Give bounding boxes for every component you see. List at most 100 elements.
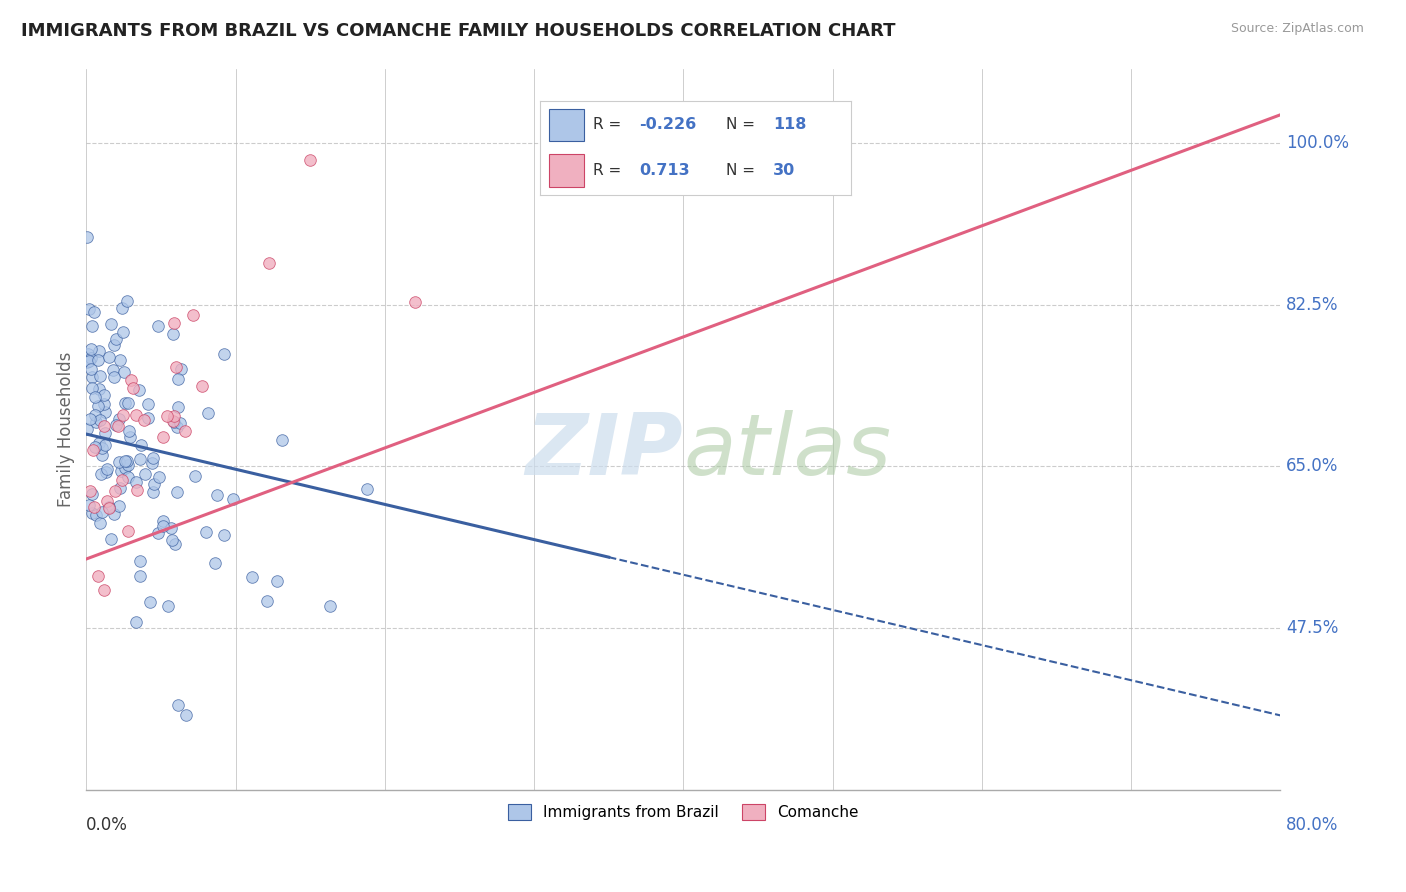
Point	[108, 412, 131, 426]
Point	[162, 414, 184, 428]
Text: 80.0%: 80.0%	[1286, 815, 1339, 834]
Point	[125, 408, 148, 422]
Point	[79, 362, 101, 376]
Text: atlas: atlas	[683, 409, 891, 492]
Point	[160, 533, 183, 547]
Point	[107, 418, 129, 433]
Point	[94, 425, 117, 440]
Point	[112, 325, 135, 339]
Point	[169, 417, 191, 431]
Point	[152, 514, 174, 528]
Text: ZIP: ZIP	[526, 409, 683, 492]
Point	[89, 369, 111, 384]
Point	[166, 372, 188, 386]
Point	[111, 301, 134, 316]
Point	[205, 488, 228, 502]
Point	[118, 430, 141, 444]
Point	[163, 409, 186, 423]
Point	[111, 473, 134, 487]
Point	[159, 520, 181, 534]
Point	[298, 153, 321, 167]
Point	[112, 366, 135, 380]
Point	[103, 337, 125, 351]
Point	[93, 419, 115, 434]
Point	[87, 352, 110, 367]
Text: 65.0%: 65.0%	[1286, 458, 1339, 475]
Point	[404, 294, 426, 309]
Point	[91, 441, 114, 455]
Point	[93, 387, 115, 401]
Point	[114, 461, 136, 475]
Point	[190, 379, 212, 393]
Point	[166, 484, 188, 499]
Point	[117, 524, 139, 539]
Point	[77, 302, 100, 317]
Point	[103, 484, 125, 499]
Point	[146, 318, 169, 333]
Point	[167, 401, 190, 415]
Point	[141, 485, 163, 500]
Point	[77, 347, 100, 361]
Point	[87, 435, 110, 450]
Point	[79, 343, 101, 357]
Text: 82.5%: 82.5%	[1286, 295, 1339, 313]
Point	[117, 469, 139, 483]
Point	[152, 430, 174, 444]
Point	[117, 395, 139, 409]
Point	[83, 500, 105, 514]
Point	[94, 465, 117, 479]
Point	[356, 482, 378, 496]
Point	[89, 413, 111, 427]
Point	[128, 554, 150, 568]
Point	[98, 350, 121, 364]
Point	[90, 448, 112, 462]
Point	[166, 420, 188, 434]
Point	[90, 504, 112, 518]
Point	[96, 494, 118, 508]
Point	[82, 487, 104, 501]
Point	[163, 317, 186, 331]
Point	[80, 351, 103, 365]
Point	[77, 354, 100, 368]
Point	[80, 381, 103, 395]
Point	[108, 352, 131, 367]
Point	[148, 469, 170, 483]
Point	[204, 556, 226, 570]
Point	[89, 516, 111, 530]
Point	[115, 293, 138, 308]
Point	[194, 524, 217, 539]
Point	[84, 508, 107, 523]
Point	[114, 396, 136, 410]
Point	[108, 455, 131, 469]
Point	[101, 363, 124, 377]
Text: IMMIGRANTS FROM BRAZIL VS COMANCHE FAMILY HOUSEHOLDS CORRELATION CHART: IMMIGRANTS FROM BRAZIL VS COMANCHE FAMIL…	[21, 22, 896, 40]
Point	[84, 441, 107, 455]
Point	[125, 483, 148, 497]
Point	[129, 438, 152, 452]
Point	[104, 332, 127, 346]
Point	[139, 595, 162, 609]
Point	[266, 574, 288, 589]
Point	[94, 438, 117, 452]
Point	[129, 452, 152, 467]
Point	[84, 390, 107, 404]
Point	[117, 454, 139, 468]
Point	[100, 317, 122, 331]
Point	[82, 442, 104, 457]
Point	[141, 456, 163, 470]
Point	[117, 425, 139, 439]
Point	[146, 525, 169, 540]
Point	[125, 475, 148, 489]
Point	[80, 506, 103, 520]
Point	[120, 373, 142, 387]
Point	[134, 467, 156, 481]
Point	[76, 422, 98, 436]
Y-axis label: Family Households: Family Households	[58, 351, 75, 508]
Point	[240, 570, 263, 584]
Point	[184, 469, 207, 483]
Point	[214, 347, 236, 361]
Point	[152, 519, 174, 533]
Point	[105, 417, 128, 432]
Point	[83, 305, 105, 319]
Point	[122, 381, 145, 395]
